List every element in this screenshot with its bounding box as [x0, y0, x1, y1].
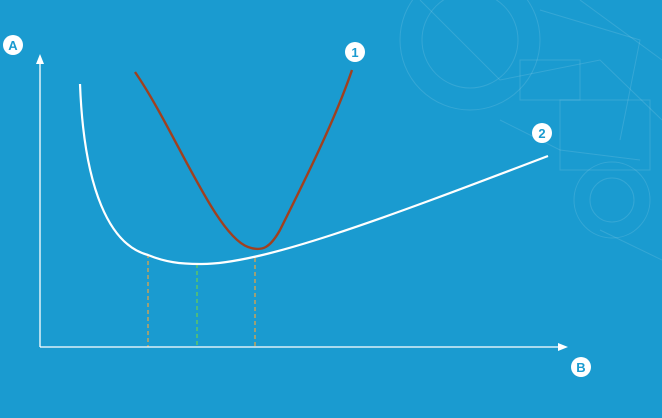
curve-2-label: 2 [538, 126, 545, 141]
y-axis-label-badge: A [3, 35, 23, 55]
curve-2 [78, 83, 549, 266]
x-axis-label: B [576, 360, 585, 375]
y-axis-label: A [8, 38, 18, 53]
x-axis-label-badge: B [571, 357, 591, 377]
curve-2-label-badge: 2 [532, 123, 552, 143]
curve-1-label-badge: 1 [345, 42, 365, 62]
y-axis-arrowhead [36, 54, 44, 64]
blueprint-background-decoration [399, 0, 662, 261]
x-axis-arrowhead [558, 343, 568, 351]
curve-1 [134, 69, 354, 251]
curve-1-label: 1 [351, 45, 358, 60]
